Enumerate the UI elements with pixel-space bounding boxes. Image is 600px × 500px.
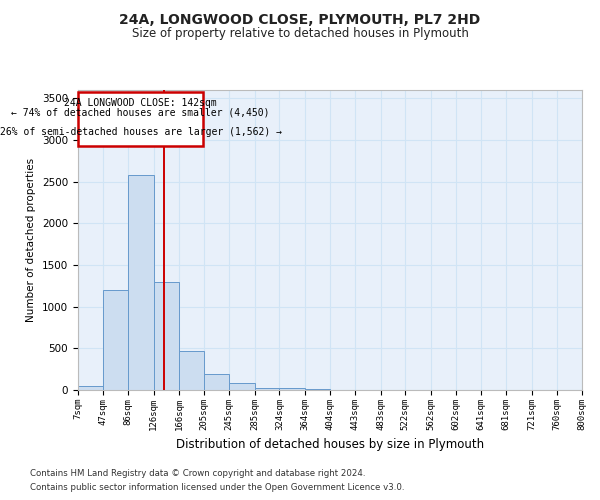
Y-axis label: Number of detached properties: Number of detached properties: [26, 158, 37, 322]
Text: ← 74% of detached houses are smaller (4,450): ← 74% of detached houses are smaller (4,…: [11, 108, 270, 118]
Text: Contains public sector information licensed under the Open Government Licence v3: Contains public sector information licen…: [30, 484, 404, 492]
Text: Size of property relative to detached houses in Plymouth: Size of property relative to detached ho…: [131, 28, 469, 40]
Text: 24A, LONGWOOD CLOSE, PLYMOUTH, PL7 2HD: 24A, LONGWOOD CLOSE, PLYMOUTH, PL7 2HD: [119, 12, 481, 26]
Text: 24A LONGWOOD CLOSE: 142sqm: 24A LONGWOOD CLOSE: 142sqm: [64, 98, 217, 108]
Bar: [254, 388, 280, 390]
Bar: [280, 388, 305, 390]
Bar: [204, 374, 229, 390]
X-axis label: Distribution of detached houses by size in Plymouth: Distribution of detached houses by size …: [176, 438, 484, 451]
FancyBboxPatch shape: [78, 92, 203, 146]
Bar: [179, 351, 204, 390]
Bar: [229, 384, 254, 390]
Bar: [154, 282, 179, 390]
Bar: [128, 175, 154, 390]
Text: Contains HM Land Registry data © Crown copyright and database right 2024.: Contains HM Land Registry data © Crown c…: [30, 468, 365, 477]
Bar: [78, 386, 103, 390]
Text: 26% of semi-detached houses are larger (1,562) →: 26% of semi-detached houses are larger (…: [0, 127, 281, 137]
Bar: [103, 290, 128, 390]
